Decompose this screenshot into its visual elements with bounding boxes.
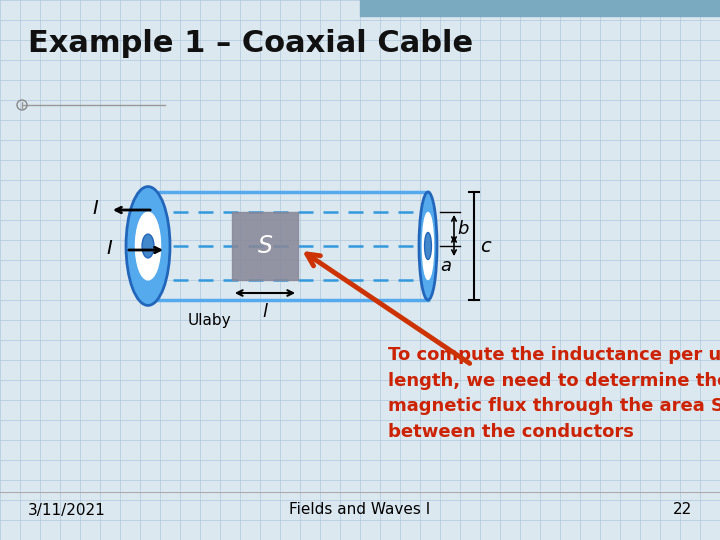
- Text: c: c: [480, 237, 491, 255]
- Text: To compute the inductance per unit
length, we need to determine the
magnetic flu: To compute the inductance per unit lengt…: [388, 346, 720, 441]
- Ellipse shape: [126, 187, 170, 306]
- Text: S: S: [258, 234, 272, 258]
- Bar: [360, 0, 720, 16]
- Ellipse shape: [135, 212, 161, 280]
- Text: Fields and Waves I: Fields and Waves I: [289, 503, 431, 517]
- Text: 22: 22: [672, 503, 692, 517]
- Text: Example 1 – Coaxial Cable: Example 1 – Coaxial Cable: [28, 29, 473, 58]
- Text: Ulaby: Ulaby: [188, 313, 232, 328]
- Text: I: I: [92, 199, 98, 218]
- Ellipse shape: [142, 234, 154, 258]
- Ellipse shape: [423, 213, 433, 280]
- Bar: [232, 212, 298, 280]
- Ellipse shape: [419, 192, 437, 300]
- Text: a: a: [440, 257, 451, 275]
- Text: l: l: [263, 303, 268, 321]
- Text: b: b: [457, 220, 469, 238]
- Text: 3/11/2021: 3/11/2021: [28, 503, 106, 517]
- Ellipse shape: [425, 233, 431, 260]
- Text: I: I: [106, 239, 112, 258]
